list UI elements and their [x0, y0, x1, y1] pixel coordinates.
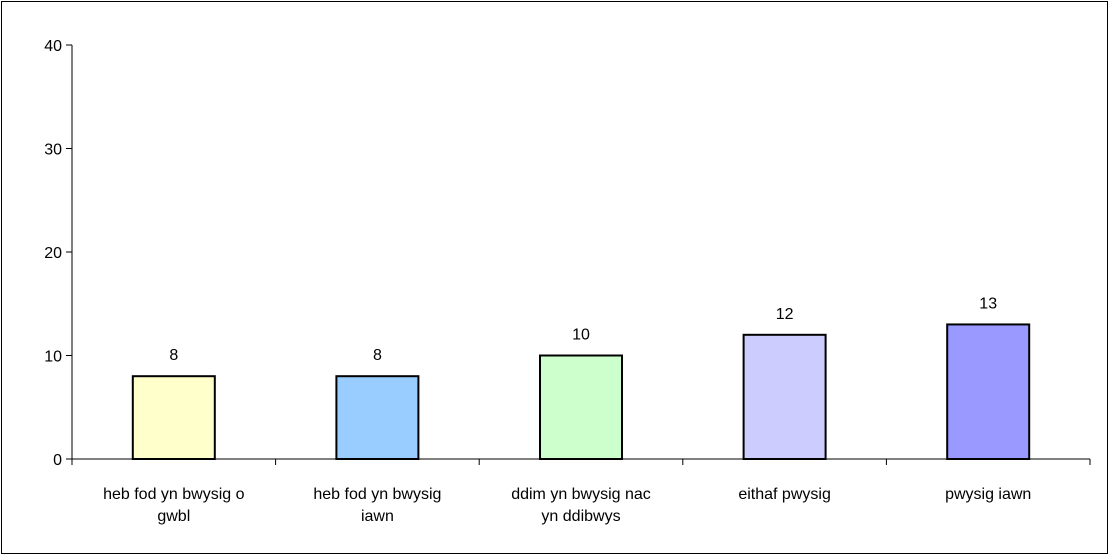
bar-4 — [946, 323, 1031, 461]
y-tick-label-0: 0 — [53, 452, 62, 469]
category-label-4: pwysig iawn — [945, 486, 1031, 503]
data-label-4: 13 — [979, 295, 997, 312]
y-tick-label-3: 30 — [44, 142, 62, 159]
data-label-1: 8 — [373, 347, 382, 364]
bar-3 — [742, 333, 827, 460]
category-label-3: eithaf pwysig — [738, 486, 831, 503]
data-label-0: 8 — [169, 347, 178, 364]
category-label-1-line-0: heb fod yn bwysig — [313, 486, 441, 503]
category-label-1: heb fod yn bwysig iawn — [313, 486, 441, 525]
y-tick-label-1: 10 — [44, 349, 62, 366]
category-label-0-line-1: gwbl — [157, 508, 190, 525]
category-label-0-line-0: heb fod yn bwysig o — [103, 486, 245, 503]
category-label-2-line-1: yn ddibwys — [541, 508, 620, 525]
category-label-4-line-0: pwysig iawn — [945, 486, 1031, 503]
data-label-3: 12 — [776, 306, 794, 323]
y-tick-label-2: 20 — [44, 245, 62, 262]
category-label-1-line-1: iawn — [361, 508, 394, 525]
y-tick-label-4: 40 — [44, 38, 62, 55]
bar-0 — [131, 375, 216, 461]
bar-2 — [539, 354, 623, 460]
data-label-2: 10 — [572, 327, 590, 344]
category-label-2: ddim yn bwysig nac yn ddibwys — [511, 486, 651, 525]
category-label-0: heb fod yn bwysig o gwbl — [103, 486, 245, 525]
category-label-3-line-0: eithaf pwysig — [738, 486, 831, 503]
bar-1 — [335, 375, 420, 461]
category-label-2-line-0: ddim yn bwysig nac — [511, 486, 651, 503]
